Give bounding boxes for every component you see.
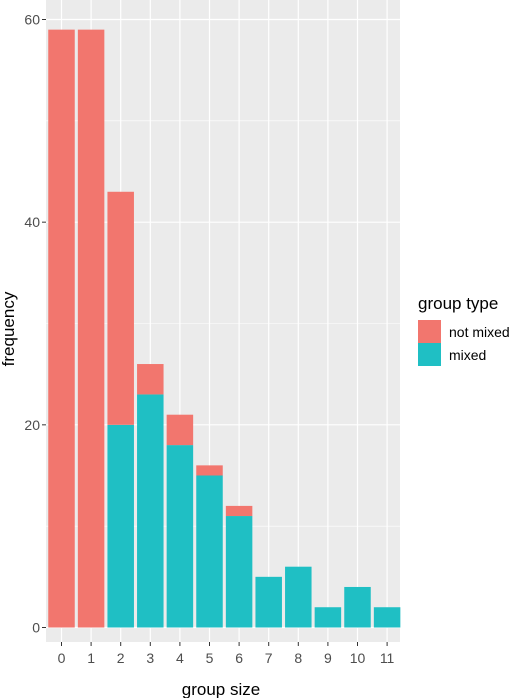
legend: group type not mixed mixed <box>418 294 510 366</box>
bar-mixed-6 <box>225 516 253 628</box>
bar-mixed-5 <box>196 475 223 628</box>
plot-panel <box>46 0 400 642</box>
bar-mixed-7 <box>255 576 282 628</box>
x-tick-label: 4 <box>176 650 184 666</box>
bar-not-mixed-4 <box>166 414 194 446</box>
bar-not-mixed-6 <box>225 505 253 517</box>
x-tick-label: 0 <box>58 650 66 666</box>
legend-label-not-mixed: not mixed <box>449 324 510 340</box>
bar-not-mixed-5 <box>196 465 223 476</box>
y-axis-title: frequency <box>0 291 18 366</box>
x-axis-title: group size <box>182 680 260 698</box>
x-axis: 0 1 2 3 4 5 6 7 8 9 10 11 <box>58 642 395 666</box>
legend-label-mixed: mixed <box>449 347 486 363</box>
bar-mixed-8 <box>285 566 312 628</box>
x-tick-label: 10 <box>350 650 366 666</box>
bar-mixed-4 <box>166 445 194 628</box>
x-tick-label: 3 <box>146 650 154 666</box>
bar-not-mixed-2 <box>107 191 134 425</box>
y-tick-label: 0 <box>32 620 40 636</box>
x-tick-label: 11 <box>380 650 395 666</box>
legend-swatch-not-mixed <box>418 320 441 343</box>
bar-mixed-2 <box>107 424 134 628</box>
y-tick-label: 60 <box>24 12 40 28</box>
y-axis: 0 20 40 60 <box>24 12 46 636</box>
bar-not-mixed-1 <box>77 29 105 628</box>
legend-swatch-mixed <box>418 343 441 366</box>
y-tick-label: 40 <box>24 214 40 230</box>
x-tick-label: 1 <box>87 650 95 666</box>
x-tick-label: 5 <box>206 650 214 666</box>
bars <box>48 29 401 628</box>
x-tick-label: 7 <box>265 650 273 666</box>
x-tick-label: 9 <box>324 650 332 666</box>
x-tick-label: 2 <box>117 650 125 666</box>
x-tick-label: 6 <box>235 650 243 666</box>
legend-title: group type <box>418 294 498 313</box>
bar-mixed-11 <box>373 607 401 628</box>
bar-mixed-10 <box>344 586 371 628</box>
bar-mixed-9 <box>314 607 342 628</box>
bar-not-mixed-0 <box>48 29 75 628</box>
minor-gridlines <box>46 120 400 527</box>
bar-not-mixed-3 <box>137 364 164 395</box>
y-tick-label: 20 <box>24 417 40 433</box>
bar-mixed-3 <box>137 394 164 628</box>
x-tick-label: 8 <box>294 650 302 666</box>
